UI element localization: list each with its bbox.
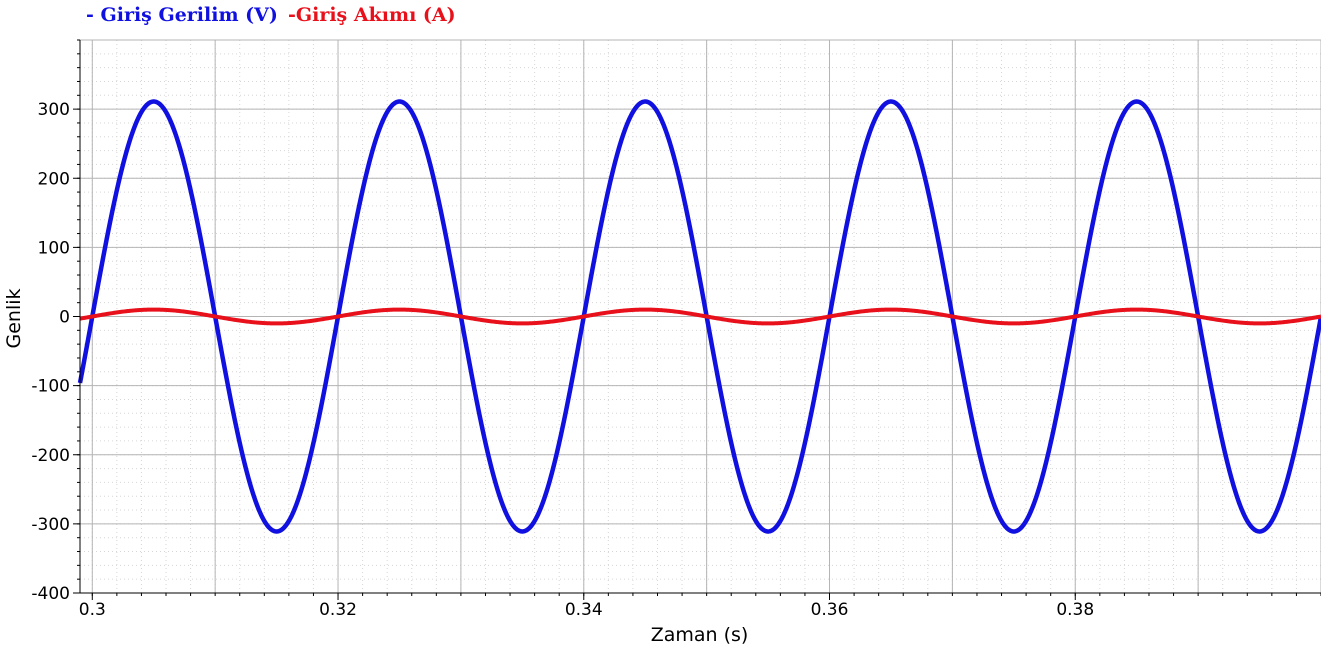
x-tick-label: 0.36 xyxy=(811,600,849,620)
y-tick-label: 100 xyxy=(38,238,70,258)
x-tick-label: 0.34 xyxy=(565,600,603,620)
axes: 300 200 100 0 -100 -200 -300 -400 0.3 0.32 0.34 0.3… xyxy=(3,39,1321,646)
x-tick-label: 0.38 xyxy=(1056,600,1094,620)
y-axis-title: Genlik xyxy=(3,288,25,348)
series-layer xyxy=(77,99,1321,534)
y-tick-label: -300 xyxy=(31,515,70,535)
legend: - Giriş Gerilim (V) -Giriş Akımı (A) xyxy=(86,4,456,26)
series-line-current xyxy=(78,307,1321,326)
x-axis-title: Zaman (s) xyxy=(651,624,749,646)
series-line-voltage xyxy=(77,99,1321,534)
legend-entry-current: -Giriş Akımı (A) xyxy=(288,4,456,26)
y-tick-label: 0 xyxy=(59,308,70,328)
x-tick-label: 0.3 xyxy=(79,600,106,620)
y-tick-label: 200 xyxy=(38,169,70,189)
legend-entry-voltage: - Giriş Gerilim (V) xyxy=(86,4,278,26)
y-tick-label: -200 xyxy=(31,446,70,466)
x-tick-label: 0.32 xyxy=(319,600,357,620)
y-tick-label: -100 xyxy=(31,377,70,397)
y-tick-label: 300 xyxy=(38,100,70,120)
y-tick-label: -400 xyxy=(31,584,70,604)
